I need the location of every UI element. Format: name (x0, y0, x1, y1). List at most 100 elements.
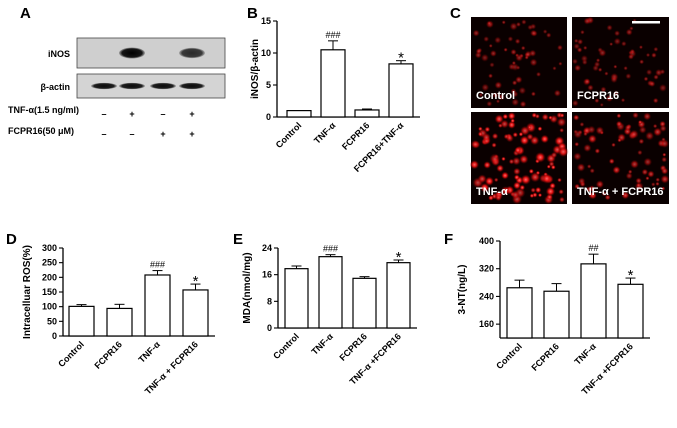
cell-spot (515, 53, 524, 62)
cell-spot (587, 125, 596, 134)
cell-spot (472, 29, 480, 37)
y-tick-label: 5 (266, 80, 271, 90)
cell-spot (511, 63, 520, 72)
cell-spot (514, 38, 521, 45)
cell-spot (502, 113, 509, 120)
cell-spot (573, 129, 583, 139)
cell-spot (478, 92, 484, 98)
cell-spot (662, 152, 667, 157)
y-tick-label: 160 (479, 319, 494, 329)
cell-spot (513, 174, 520, 181)
cell-spot (610, 75, 618, 84)
cell-spot (587, 84, 594, 91)
cell-spot (481, 83, 490, 92)
cell-spot (655, 177, 661, 183)
cell-spot (557, 44, 563, 51)
cell-spot (637, 119, 643, 125)
cell-spot (488, 43, 493, 48)
bar (320, 49, 346, 118)
cell-spot (550, 151, 558, 159)
y-tick-label: 50 (47, 316, 57, 326)
cell-spot (489, 62, 495, 68)
cell-spot (574, 64, 582, 72)
cell-spot (643, 112, 652, 121)
fluorescence-image-2: FCPR16 (571, 16, 669, 108)
cell-spot (638, 138, 645, 145)
cell-spot (580, 29, 585, 35)
category-label: FCPR16 (92, 339, 123, 370)
cell-spot (571, 99, 579, 107)
bar (284, 268, 309, 329)
cell-spot (625, 172, 633, 180)
cell-spot (574, 141, 580, 147)
y-axis-label: MDA(nmol/mg) (242, 252, 253, 323)
cell-spot (625, 73, 632, 80)
cell-spot (541, 173, 553, 184)
significance-mark: * (396, 249, 402, 266)
cell-spot (545, 32, 552, 38)
cell-spot (501, 171, 510, 180)
cell-spot (470, 139, 480, 149)
cell-spot (659, 69, 666, 75)
cell-spot (599, 102, 604, 107)
cell-spot (616, 113, 622, 119)
image-label: FCPR16 (577, 90, 619, 102)
cell-spot (557, 146, 569, 158)
treatment-label-fcpr16: FCPR16(50 μM) (8, 126, 74, 136)
cell-spot (519, 154, 529, 165)
cell-spot (651, 52, 657, 59)
significance-mark: ### (323, 244, 338, 254)
cell-spot (661, 156, 668, 163)
cell-spot (494, 114, 504, 124)
cell-spot (585, 186, 593, 193)
category-label: FCPR16 (337, 331, 368, 362)
bar (68, 305, 95, 337)
cell-spot (557, 177, 562, 183)
cell-spot (507, 111, 516, 121)
cell-spot (645, 52, 651, 58)
y-tick-label: 16 (262, 270, 272, 280)
y-tick-label: 250 (42, 258, 57, 268)
cell-spot (559, 127, 565, 133)
cell-spot (484, 176, 495, 186)
y-axis-label: Intracelluar ROS(%) (22, 245, 33, 339)
blot-label-inos: iNOS (48, 49, 70, 59)
actin-band-lane-1 (91, 82, 117, 90)
cell-spot (477, 131, 483, 137)
cell-spot (638, 45, 644, 50)
cell-spot (519, 100, 527, 108)
significance-mark: ### (325, 30, 340, 40)
cell-spot (606, 24, 613, 31)
cell-spot (529, 58, 538, 67)
category-label: Control (271, 331, 301, 361)
category-label: Control (56, 339, 86, 369)
actin-band-lane-2 (119, 82, 145, 90)
cell-spot (493, 177, 499, 183)
y-tick-label: 300 (42, 243, 57, 253)
cell-spot (580, 54, 589, 63)
cell-spot (597, 67, 603, 73)
cell-spot (519, 184, 526, 191)
cell-spot (531, 112, 537, 118)
cell-spot (494, 36, 502, 44)
cell-spot (648, 80, 656, 88)
cell-spot (513, 181, 522, 190)
cell-spot (574, 183, 580, 190)
cell-spot (627, 169, 633, 175)
cell-spot (541, 113, 549, 121)
cell-spot (576, 163, 586, 172)
cell-spot (623, 65, 628, 71)
cell-spot (630, 159, 640, 169)
cell-spot (595, 58, 601, 63)
cell-spot (483, 36, 490, 43)
panel-a-western-blot: A iNOS β-actin TNF-α(1.5 ng/ml) FCPR16(5… (8, 5, 226, 139)
cell-spot (558, 189, 564, 195)
cell-spot (529, 171, 541, 183)
cell-spot (641, 168, 649, 176)
cell-spot (612, 165, 621, 175)
cell-spot (542, 29, 548, 34)
inos-band-lane-4 (179, 47, 205, 59)
panel-a-label: A (20, 5, 31, 22)
cell-spot (511, 190, 520, 200)
cell-spot (503, 47, 508, 52)
